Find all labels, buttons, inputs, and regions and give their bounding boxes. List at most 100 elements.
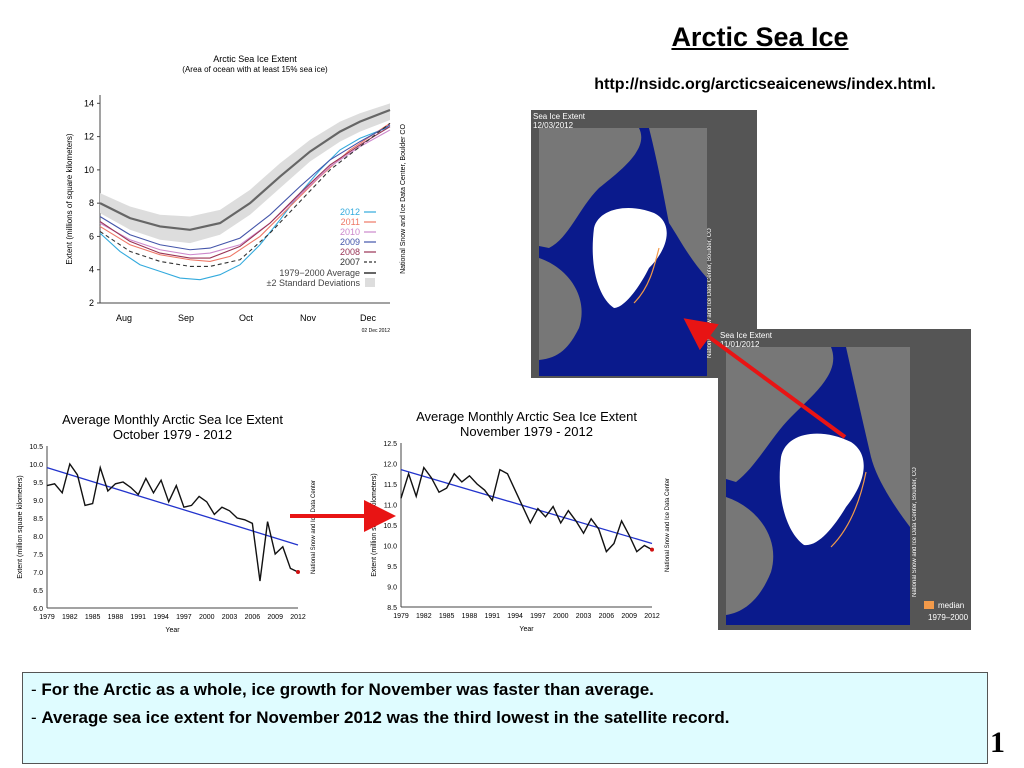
map-title: Sea Ice Extent 12/03/2012 xyxy=(533,112,585,130)
x-tick-label: 1982 xyxy=(416,613,432,620)
y-tick-label: 10 xyxy=(84,165,94,175)
y-axis-label: Extent (million square kilometers) xyxy=(17,475,24,578)
land-greenland xyxy=(539,258,582,360)
chart-subtitle: (Area of ocean with at least 15% sea ice… xyxy=(182,65,328,74)
map-title-text: Sea Ice Extent xyxy=(720,331,773,340)
note-1: - For the Arctic as a whole, ice growth … xyxy=(31,679,979,701)
november-extent-chart: Average Monthly Arctic Sea Ice ExtentNov… xyxy=(371,409,671,633)
chart-subtitle: November 1979 - 2012 xyxy=(460,424,593,439)
x-tick-label: 1985 xyxy=(439,613,455,620)
land-north-america xyxy=(539,128,642,248)
slide-number: 1 xyxy=(990,726,1005,759)
x-tick-label: 1991 xyxy=(130,614,146,621)
chart-title: Arctic Sea Ice Extent xyxy=(213,54,297,64)
y-tick-label: 6.5 xyxy=(33,588,43,595)
y-tick-label: 4 xyxy=(89,265,94,275)
legend-median-label: median xyxy=(938,601,965,610)
x-tick-label: 1985 xyxy=(85,614,101,621)
y-tick-label: 12.0 xyxy=(383,462,397,469)
map-credit: National Snow and Ice Data Center, Bould… xyxy=(912,467,918,597)
sea-ice xyxy=(592,208,667,308)
legend-label: 1979−2000 Average xyxy=(279,268,360,278)
chart-title: Average Monthly Arctic Sea Ice Extent xyxy=(62,412,283,427)
y-tick-label: 10.0 xyxy=(29,462,43,469)
y-tick-label: 2 xyxy=(89,298,94,308)
y-tick-label: 6 xyxy=(89,231,94,241)
map-title-text: Sea Ice Extent xyxy=(533,112,586,121)
legend-label: 2010 xyxy=(340,227,360,237)
y-tick-label: 6.0 xyxy=(33,606,43,613)
x-axis-label: Year xyxy=(519,626,534,633)
series-line-2007 xyxy=(99,122,391,267)
y-tick-label: 12.5 xyxy=(383,441,397,448)
y-axis-label: Extent (million square kilometers) xyxy=(371,473,378,576)
std-dev-band xyxy=(100,103,390,244)
x-tick-label: 1997 xyxy=(176,614,192,621)
x-tick-label: 2006 xyxy=(245,614,261,621)
trend-line xyxy=(400,469,653,545)
y-tick-label: 9.5 xyxy=(387,564,397,571)
x-tick-label: 1979 xyxy=(393,613,409,620)
legend-label: 2009 xyxy=(340,237,360,247)
sea-ice xyxy=(779,433,864,546)
source-url[interactable]: http://nsidc.org/arcticseaicenews/index.… xyxy=(594,76,936,93)
x-tick-label: 2000 xyxy=(553,613,569,620)
land-eurasia xyxy=(649,128,707,278)
x-tick-label: 1982 xyxy=(62,614,78,621)
x-tick-label: Nov xyxy=(300,313,317,323)
y-tick-label: 7.5 xyxy=(33,552,43,559)
sea-ice-map-december: Sea Ice Extent 12/03/2012 National Snow … xyxy=(531,110,757,378)
legend-swatch xyxy=(924,601,934,609)
series-line-2010 xyxy=(99,129,391,256)
trend-line xyxy=(46,466,299,546)
y-tick-label: 12 xyxy=(84,132,94,142)
x-tick-label: 1991 xyxy=(484,613,500,620)
legend-label: 2011 xyxy=(341,217,360,227)
sea-ice-map-november: Sea Ice Extent 11/01/2012 National Snow … xyxy=(718,329,971,630)
x-tick-label: 2009 xyxy=(621,613,637,620)
chart-title: Average Monthly Arctic Sea Ice Extent xyxy=(416,409,637,424)
series-line-2008 xyxy=(99,126,391,259)
series-line-1979-2000-average xyxy=(99,108,391,231)
x-tick-label: Oct xyxy=(239,313,254,323)
last-point xyxy=(296,570,300,574)
y-tick-label: 8.0 xyxy=(33,534,43,541)
land-eurasia xyxy=(846,347,910,527)
y-tick-label: 8 xyxy=(89,198,94,208)
data-line xyxy=(46,462,299,582)
legend-range-label: 1979–2000 xyxy=(928,613,969,622)
map-credit: National Snow and Ice Data Center, Bould… xyxy=(707,228,713,358)
legend-label: ±2 Standard Deviations xyxy=(267,278,361,288)
note-text: For the Arctic as a whole, ice growth fo… xyxy=(41,680,654,699)
x-tick-label: 1997 xyxy=(530,613,546,620)
chart-credit: National Snow and Ice Data Center xyxy=(665,478,671,572)
y-tick-label: 7.0 xyxy=(33,570,43,577)
y-tick-label: 8.5 xyxy=(387,605,397,612)
date-stamp: 02 Dec 2012 xyxy=(362,328,391,334)
chart-credit: National Snow and Ice Data Center xyxy=(311,480,317,574)
median-line xyxy=(633,247,660,304)
x-tick-label: Dec xyxy=(360,313,377,323)
series-line-2011 xyxy=(99,122,391,262)
y-axis-label: Extent (millions of square kilometers) xyxy=(65,133,74,264)
chart-credit: National Snow and Ice Data Center, Bould… xyxy=(400,124,407,274)
seasonal-extent-chart: Arctic Sea Ice Extent(Area of ocean with… xyxy=(65,54,407,334)
x-tick-label: 1988 xyxy=(462,613,478,620)
x-axis-label: Year xyxy=(165,627,180,634)
map-image xyxy=(539,128,707,376)
y-tick-label: 11.5 xyxy=(384,482,397,489)
note-text: Average sea ice extent for November 2012… xyxy=(41,708,730,727)
y-tick-label: 9.0 xyxy=(33,498,43,505)
x-tick-label: 1979 xyxy=(39,614,55,621)
chart-subtitle: October 1979 - 2012 xyxy=(113,427,232,442)
series-line-2012 xyxy=(99,126,391,281)
median-line xyxy=(830,471,867,548)
legend-label: 2008 xyxy=(340,247,360,257)
x-tick-label: Sep xyxy=(178,313,194,323)
map-date: 12/03/2012 xyxy=(533,121,574,130)
x-tick-label: 2003 xyxy=(222,614,238,621)
x-tick-label: 1994 xyxy=(153,614,169,621)
note-2: - Average sea ice extent for November 20… xyxy=(31,707,979,729)
x-tick-label: 2012 xyxy=(290,614,306,621)
note-dash: - xyxy=(31,680,42,699)
